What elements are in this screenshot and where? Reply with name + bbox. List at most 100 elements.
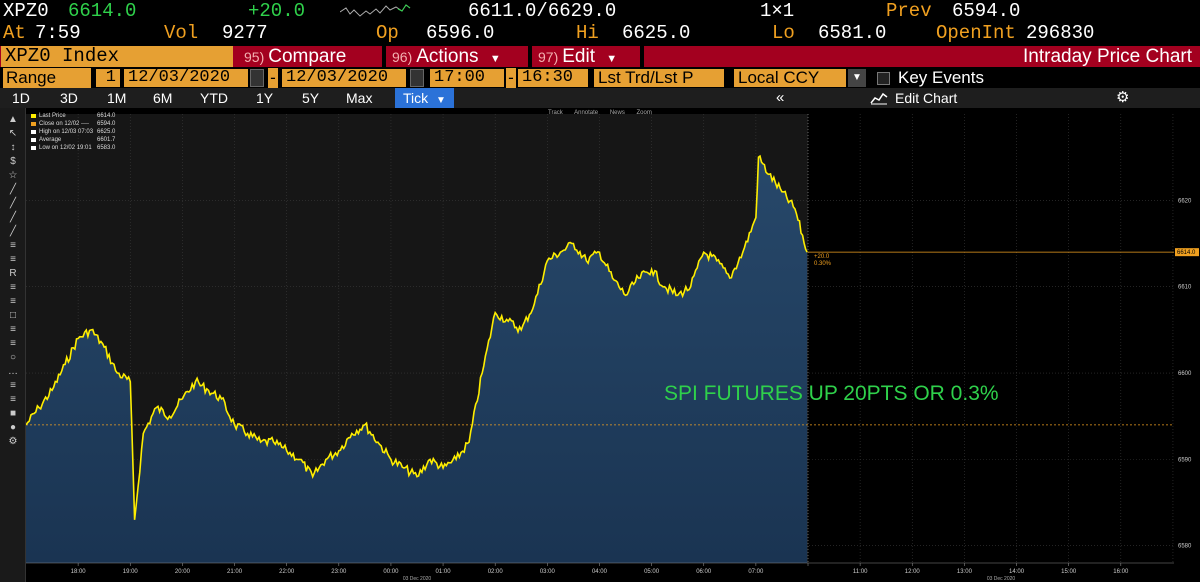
edit-button[interactable]: 97) Edit ▼ [538, 46, 617, 67]
x-tick-label: 15:00 [1061, 569, 1077, 575]
legend-swatch [31, 146, 36, 150]
start-date-field[interactable]: 12/03/2020 [124, 69, 248, 87]
text-icon[interactable]: ≡ [10, 324, 16, 335]
last-price-tag [1175, 248, 1199, 257]
legend-label: Last Price [39, 113, 66, 119]
at-label: At [3, 22, 26, 44]
annotate-button[interactable]: Annotate [574, 110, 599, 116]
period-button-5y[interactable]: 5Y [302, 90, 320, 106]
separator [528, 46, 532, 67]
x-tick-label: 19:00 [123, 569, 139, 575]
arrow-icon[interactable]: ╱ [9, 226, 17, 237]
calendar-icon[interactable] [410, 69, 424, 87]
range-row: Range 1 12/03/2020 - 12/03/2020 17:00 - … [0, 68, 1200, 88]
x-date-label: 03 Dec 2020 [403, 576, 432, 582]
volume: 9277 [222, 22, 268, 44]
period-button-1d[interactable]: 1D [12, 90, 30, 106]
trendline-icon[interactable]: ╱ [9, 184, 17, 195]
y-tick-label: 6620 [1178, 198, 1192, 204]
fill-icon[interactable]: ■ [9, 408, 17, 419]
chevron-down-icon[interactable]: ▼ [848, 69, 866, 87]
fib-icon[interactable]: ≡ [10, 282, 16, 293]
period-button-max[interactable]: Max [346, 90, 373, 106]
dash: - [268, 68, 278, 88]
triangle-icon[interactable]: ▲ [8, 114, 18, 125]
prev-close: 6594.0 [952, 0, 1021, 22]
ray-icon[interactable]: ╱ [9, 198, 17, 209]
x-tick-label: 02:00 [488, 569, 504, 575]
resize-icon[interactable]: ↕ [10, 142, 16, 153]
end-date-field[interactable]: 12/03/2020 [282, 69, 406, 87]
period-button-1m[interactable]: 1M [107, 90, 127, 106]
rectangle-icon[interactable]: □ [9, 310, 17, 321]
range-count-field[interactable]: 1 [96, 69, 120, 87]
legend-label: Close on 12/02 ---- [39, 121, 90, 127]
open-label: Op [376, 22, 399, 44]
command-bar: XPZ0 Index 95) Compare 96) Actions ▼ 97) Ed… [0, 46, 1200, 67]
period-button-6m[interactable]: 6M [153, 90, 173, 106]
news-button[interactable]: News [609, 110, 625, 116]
dollar-icon[interactable]: $ [10, 156, 16, 167]
period-button-ytd[interactable]: YTD [200, 90, 228, 106]
chevron-down-icon: ▼ [489, 53, 501, 65]
tick-button[interactable]: Tick ▼ [395, 88, 454, 108]
color-icon[interactable]: ● [9, 422, 17, 433]
x-tick-label: 14:00 [1009, 569, 1025, 575]
ticker-symbol: XPZ0 [3, 0, 49, 22]
x-tick-label: 11:00 [853, 569, 868, 575]
currency-select[interactable]: Local CCY [734, 69, 846, 87]
open-price: 6596.0 [426, 22, 495, 44]
grid-icon[interactable]: ≡ [10, 380, 16, 391]
security-field[interactable]: XPZ0 Index [1, 46, 233, 67]
channel-icon[interactable]: ≡ [10, 254, 16, 265]
settings-icon[interactable]: ⚙ [8, 436, 18, 447]
legend-label: Low on 12/02 19:01 [39, 145, 92, 151]
bid-ask: 6611.0/6629.0 [468, 0, 617, 22]
price-source-select[interactable]: Lst Trd/Lst P [594, 69, 724, 87]
actions-button[interactable]: 96) Actions ▼ [392, 46, 501, 67]
price-chart: +20.00.30% 6580 6590 6600 6610 6620 6614.0 18:0… [26, 108, 1200, 582]
hline-icon[interactable]: ≡ [10, 240, 16, 251]
legend-value: 6614.0 [97, 113, 116, 119]
star-icon[interactable]: ☆ [8, 170, 18, 181]
legend-item: Last Price 6614.0 [31, 112, 115, 120]
x-tick-label: 16:00 [1113, 569, 1129, 575]
ruler-icon[interactable]: R [9, 268, 17, 279]
x-tick-label: 05:00 [644, 569, 660, 575]
chart-annotation: SPI FUTURES UP 20PTS OR 0.3% [664, 382, 999, 405]
calendar-icon[interactable] [250, 69, 264, 87]
edit-chart-button[interactable]: Edit Chart [895, 90, 958, 106]
actions-number: 96) [392, 49, 413, 65]
sparkline-icon [340, 4, 411, 17]
start-time-field[interactable]: 17:00 [430, 69, 504, 87]
x-tick-label: 23:00 [331, 569, 347, 575]
zoom-button[interactable]: Zoom [636, 110, 652, 116]
end-time-field[interactable]: 16:30 [518, 69, 588, 87]
list-icon[interactable]: ≡ [10, 296, 16, 307]
price-area [26, 156, 808, 563]
x-date-label: 03 Dec 2020 [987, 576, 1016, 582]
compare-label: Compare [268, 46, 347, 67]
change-label: +20.0 [814, 254, 830, 260]
period-button-1y[interactable]: 1Y [256, 90, 274, 106]
gear-icon[interactable]: ⚙ [1116, 89, 1130, 106]
track-button[interactable]: Track [548, 110, 563, 116]
period-button-3d[interactable]: 3D [60, 90, 78, 106]
vol-label: Vol [164, 22, 199, 44]
level-icon[interactable]: ≡ [10, 338, 16, 349]
x-tick-label: 03:00 [540, 569, 556, 575]
key-events-checkbox[interactable] [877, 72, 890, 85]
ellipse-icon[interactable]: ○ [9, 352, 17, 363]
stack-icon[interactable]: ≡ [10, 394, 16, 405]
low-price: 6581.0 [818, 22, 887, 44]
dots-icon[interactable]: … [8, 366, 18, 377]
collapse-left-icon[interactable]: « [776, 89, 785, 106]
chart-title: Intraday Price Chart [1023, 46, 1192, 67]
ticker-row-1: XPZ0 6614.0 +20.0 6611.0/6629.0 1×1 Prev… [0, 0, 1200, 22]
compare-button[interactable]: 95) Compare [244, 46, 346, 67]
pencil-icon[interactable]: ╱ [9, 212, 17, 223]
legend-swatch [31, 130, 36, 134]
edit-number: 97) [538, 49, 559, 65]
change-pct-label: 0.30% [814, 261, 832, 267]
cursor-icon[interactable]: ↖ [8, 128, 18, 139]
